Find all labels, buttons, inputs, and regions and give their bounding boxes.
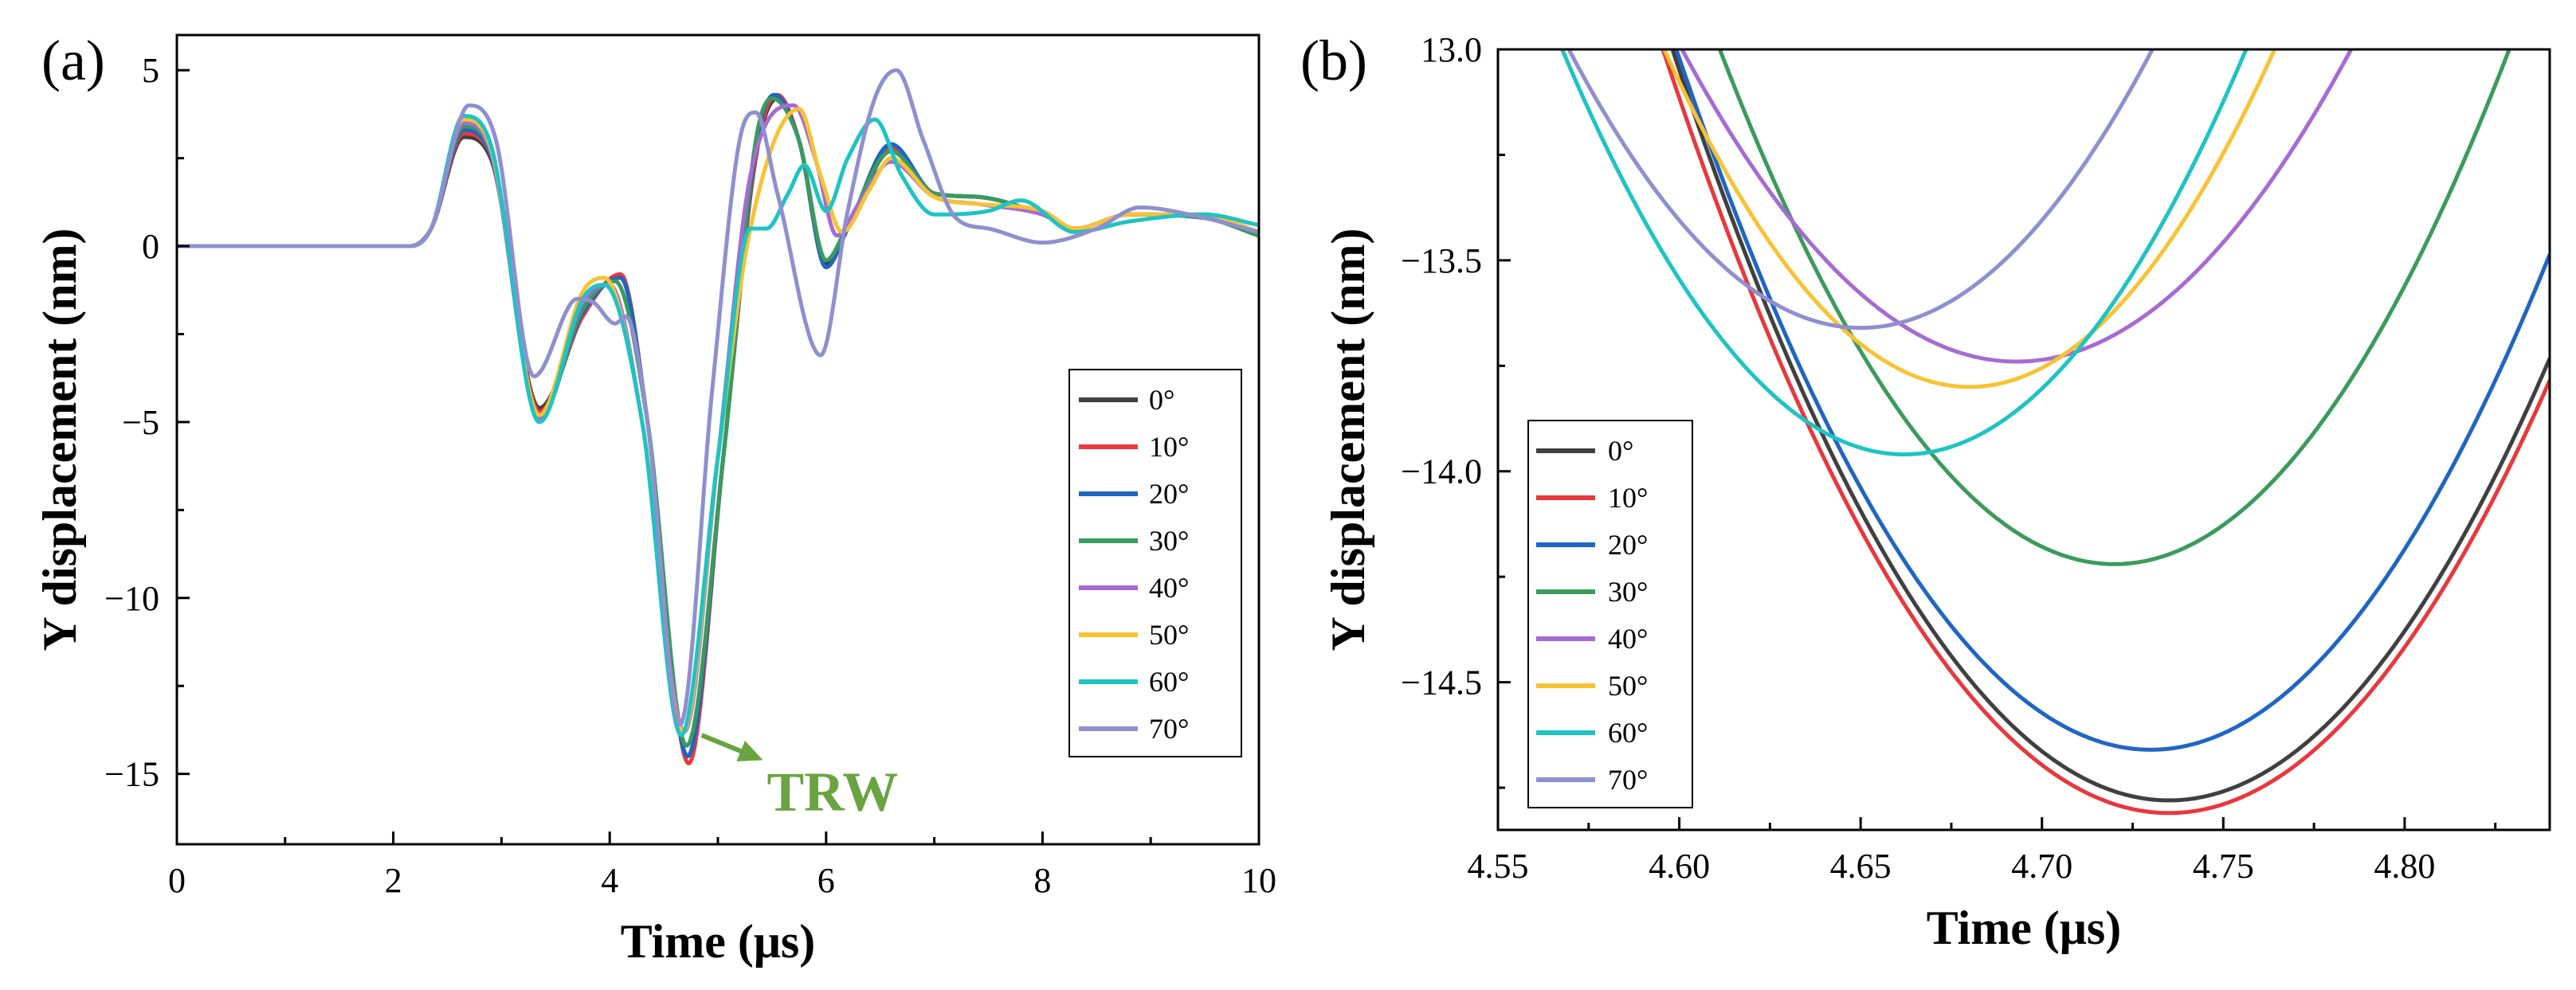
panel-b-x-tick-label: 4.55 <box>1468 847 1529 886</box>
panel-b-legend: 0° 10° 20° 30° 40° 50° 60° 70° <box>1527 420 1693 808</box>
panel-b-y-ticks: 13.0 −13.5 −14.0 −14.5 <box>1401 30 1511 789</box>
panel-a-y-tick-label: −10 <box>104 579 159 618</box>
panel-b-y-axis-title: Y displacement (nm) <box>1322 228 1374 651</box>
trw-label: TRW <box>767 761 898 823</box>
panel-b-y-tick-label: −13.5 <box>1401 241 1482 280</box>
panel-a-legend-label: 30° <box>1149 525 1189 557</box>
panel-b-y-tick-label: −14.5 <box>1401 663 1482 702</box>
panel-a-chart: (a) 0 2 4 6 8 10 5 0 −5 −10 −15 Time (μs) Y displ… <box>33 29 1276 968</box>
panel-a-legend-label: 0° <box>1149 384 1174 416</box>
panel-b-frame <box>1496 48 2551 832</box>
panel-b-series-line-2 <box>1674 49 2550 752</box>
panel-b-series-line-7 <box>1566 49 2155 331</box>
panel-b-legend-label: 50° <box>1608 670 1648 702</box>
panel-b-x-tick-label: 4.65 <box>1830 847 1892 886</box>
panel-b-plot-area <box>1559 49 2550 816</box>
panel-b-legend-box <box>1527 420 1693 808</box>
panel-a-legend-box <box>1068 369 1242 757</box>
panel-b-legend-label: 30° <box>1608 576 1648 608</box>
panel-a-x-tick-label: 4 <box>601 861 618 900</box>
panel-b-series-line-0 <box>1670 49 2550 803</box>
panel-a-y-axis-title: Y displacement (nm) <box>33 228 86 651</box>
panel-b-legend-label: 0° <box>1608 435 1633 467</box>
panel-a-x-axis-title: Time (μs) <box>621 915 816 968</box>
panel-b-x-tick-label: 4.70 <box>2011 847 2072 886</box>
panel-a-legend: 0° 10° 20° 30° 40° 50° 60° 70° <box>1068 369 1242 757</box>
panel-a-series-line-7 <box>177 68 1259 727</box>
panel-b-x-tick-label: 4.60 <box>1649 847 1710 886</box>
panel-a-legend-label: 10° <box>1149 431 1189 463</box>
panel-b-x-ticks: 4.55 4.60 4.65 4.70 4.75 4.80 <box>1468 817 2497 886</box>
panel-a-x-tick-label: 8 <box>1033 861 1051 900</box>
panel-a-x-ticks: 0 2 4 6 8 10 <box>168 832 1276 900</box>
panel-a-y-tick-label: −5 <box>122 403 159 442</box>
panel-b-legend-label: 10° <box>1608 482 1648 514</box>
panel-b-y-tick-label: −14.0 <box>1401 452 1482 491</box>
panel-a-legend-label: 60° <box>1149 666 1189 698</box>
panel-b-series-line-4 <box>1680 49 2354 364</box>
panel-a-label: (a) <box>41 29 105 92</box>
trw-annotation: TRW <box>700 733 898 823</box>
panel-a-y-tick-label: −15 <box>104 755 159 794</box>
panel-b-legend-label: 60° <box>1608 717 1648 749</box>
panel-a-x-tick-label: 2 <box>385 861 402 900</box>
panel-a-y-tick-label: 5 <box>142 51 159 90</box>
panel-b-series-line-5 <box>1662 49 2277 389</box>
panel-b-chart: (b) 4.55 4.60 4.65 4.70 4.75 4.80 13.0 −13.5 −1… <box>1300 29 2551 954</box>
panel-b-legend-label: 40° <box>1608 623 1648 655</box>
panel-a-x-tick-label: 6 <box>817 861 835 900</box>
panel-a-x-tick-label: 10 <box>1241 861 1276 900</box>
panel-b-x-tick-label: 4.80 <box>2374 847 2435 886</box>
panel-b-series-line-6 <box>1559 49 2249 456</box>
panel-a-legend-label: 70° <box>1149 713 1189 745</box>
panel-b-legend-label: 20° <box>1608 529 1648 561</box>
trw-arrow-head <box>736 741 763 761</box>
panel-b-series-line-3 <box>1717 49 2511 566</box>
panel-b-legend-label: 70° <box>1608 764 1648 796</box>
panel-a-y-tick-label: 0 <box>142 227 159 266</box>
panel-b-x-axis-title: Time (μs) <box>1927 902 2122 954</box>
panel-b-series-line-1 <box>1660 49 2550 816</box>
panel-a-legend-label: 50° <box>1149 619 1189 651</box>
panel-a-plot-area <box>177 68 1259 765</box>
panel-a-legend-label: 40° <box>1149 572 1189 604</box>
panel-a-legend-label: 20° <box>1149 478 1189 510</box>
panel-b-label: (b) <box>1300 29 1367 92</box>
panel-b-x-tick-label: 4.75 <box>2193 847 2254 886</box>
panel-a-x-tick-label: 0 <box>168 861 186 900</box>
panel-a-y-ticks: 5 0 −5 −10 −15 <box>104 51 190 794</box>
panel-b-y-tick-label: 13.0 <box>1421 30 1482 69</box>
